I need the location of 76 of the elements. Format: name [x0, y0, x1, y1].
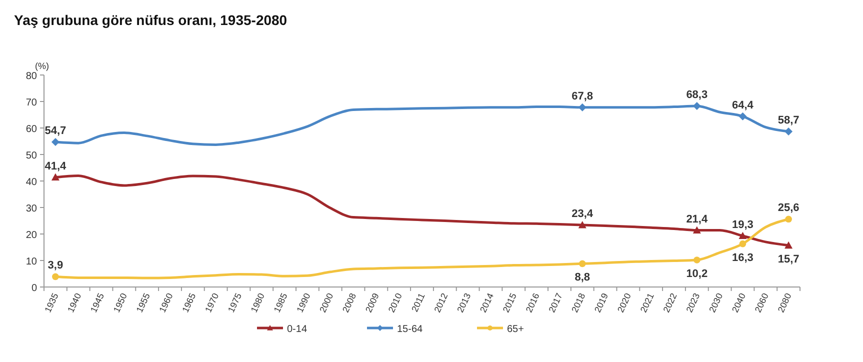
data-label: 21,4	[686, 213, 708, 226]
x-tick-label: 2016	[524, 292, 542, 314]
x-tick-label: 2012	[432, 292, 450, 314]
x-tick-label: 1940	[66, 292, 84, 314]
x-tick-label: 1955	[134, 292, 152, 314]
x-tick-label: 2010	[386, 292, 404, 314]
chart-title: Yaş grubuna göre nüfus oranı, 1935-2080	[14, 12, 288, 28]
data-label: 41,4	[44, 160, 68, 172]
x-tick-label: 2021	[638, 292, 656, 314]
point	[578, 260, 586, 268]
point	[738, 232, 747, 240]
data-label: 16,3	[732, 252, 754, 264]
y-tick-label: 50	[26, 150, 38, 162]
data-label: 10,2	[686, 268, 708, 280]
x-tick-label: 1975	[226, 292, 244, 314]
x-tick-label: 2040	[730, 292, 748, 314]
x-tick-label: 1935	[42, 292, 60, 314]
point	[784, 241, 793, 249]
point	[692, 226, 701, 234]
x-tick-label: 1980	[248, 292, 266, 314]
x-tick-label: 2009	[363, 292, 381, 314]
point	[578, 103, 586, 112]
point	[51, 138, 60, 146]
data-label: 67,8	[572, 90, 594, 102]
point	[578, 220, 586, 228]
data-label: 58,7	[778, 114, 800, 126]
x-tick-label: 2023	[684, 292, 702, 314]
legend-label: 65+	[507, 324, 524, 335]
data-label: 15,7	[778, 253, 800, 266]
point	[739, 240, 746, 248]
y-tick-label: 10	[26, 256, 38, 268]
data-label: 23,4	[572, 208, 594, 220]
x-tick-label: 2018	[570, 292, 588, 314]
data-label: 68,3	[686, 89, 708, 102]
x-tick-label: 2080	[776, 292, 794, 314]
y-axis-title: (%)	[35, 61, 49, 71]
point	[52, 273, 59, 280]
point	[785, 216, 792, 223]
data-label: 8,8	[574, 272, 590, 284]
x-tick-label: 1965	[180, 292, 198, 314]
data-label: 3,9	[48, 260, 64, 272]
x-tick-label: 1985	[272, 292, 290, 314]
point	[51, 173, 60, 180]
x-tick-label: 2060	[752, 292, 770, 314]
x-tick-label: 1945	[88, 292, 106, 314]
y-tick-label: 40	[26, 177, 38, 188]
x-tick-label: 2020	[615, 292, 633, 314]
point	[694, 256, 700, 264]
x-tick-label: 2014	[478, 292, 496, 314]
x-tick-label: 2008	[340, 292, 358, 314]
data-label: 64,4	[732, 99, 754, 112]
x-tick-label: 2017	[546, 292, 564, 314]
x-tick-label: 2013	[455, 292, 473, 314]
data-label: 19,3	[732, 218, 754, 231]
x-tick-label: 1950	[111, 292, 129, 314]
y-tick-label: 30	[26, 204, 38, 214]
y-tick-label: 80	[26, 71, 38, 82]
x-tick-label: 1960	[157, 292, 175, 314]
y-tick-label: 70	[26, 98, 38, 108]
x-tick-label: 2022	[661, 292, 679, 314]
x-tick-label: 2015	[500, 292, 518, 314]
y-tick-label: 0	[31, 283, 38, 294]
point	[738, 112, 747, 120]
data-label: 25,6	[778, 202, 800, 214]
y-tick-label: 60	[26, 124, 38, 135]
point	[784, 127, 793, 136]
x-tick-label: 2011	[410, 292, 427, 314]
x-tick-label: 1990	[294, 292, 312, 314]
x-tick-label: 2019	[592, 292, 610, 314]
x-tick-label: 2000	[318, 292, 336, 314]
legend-label: 0-14	[287, 324, 308, 335]
x-tick-label: 1970	[203, 292, 221, 314]
y-tick-label: 20	[26, 230, 38, 241]
x-tick-label: 2030	[707, 292, 725, 314]
legend-label: 15-64	[397, 324, 424, 335]
data-label: 54,7	[44, 125, 66, 138]
